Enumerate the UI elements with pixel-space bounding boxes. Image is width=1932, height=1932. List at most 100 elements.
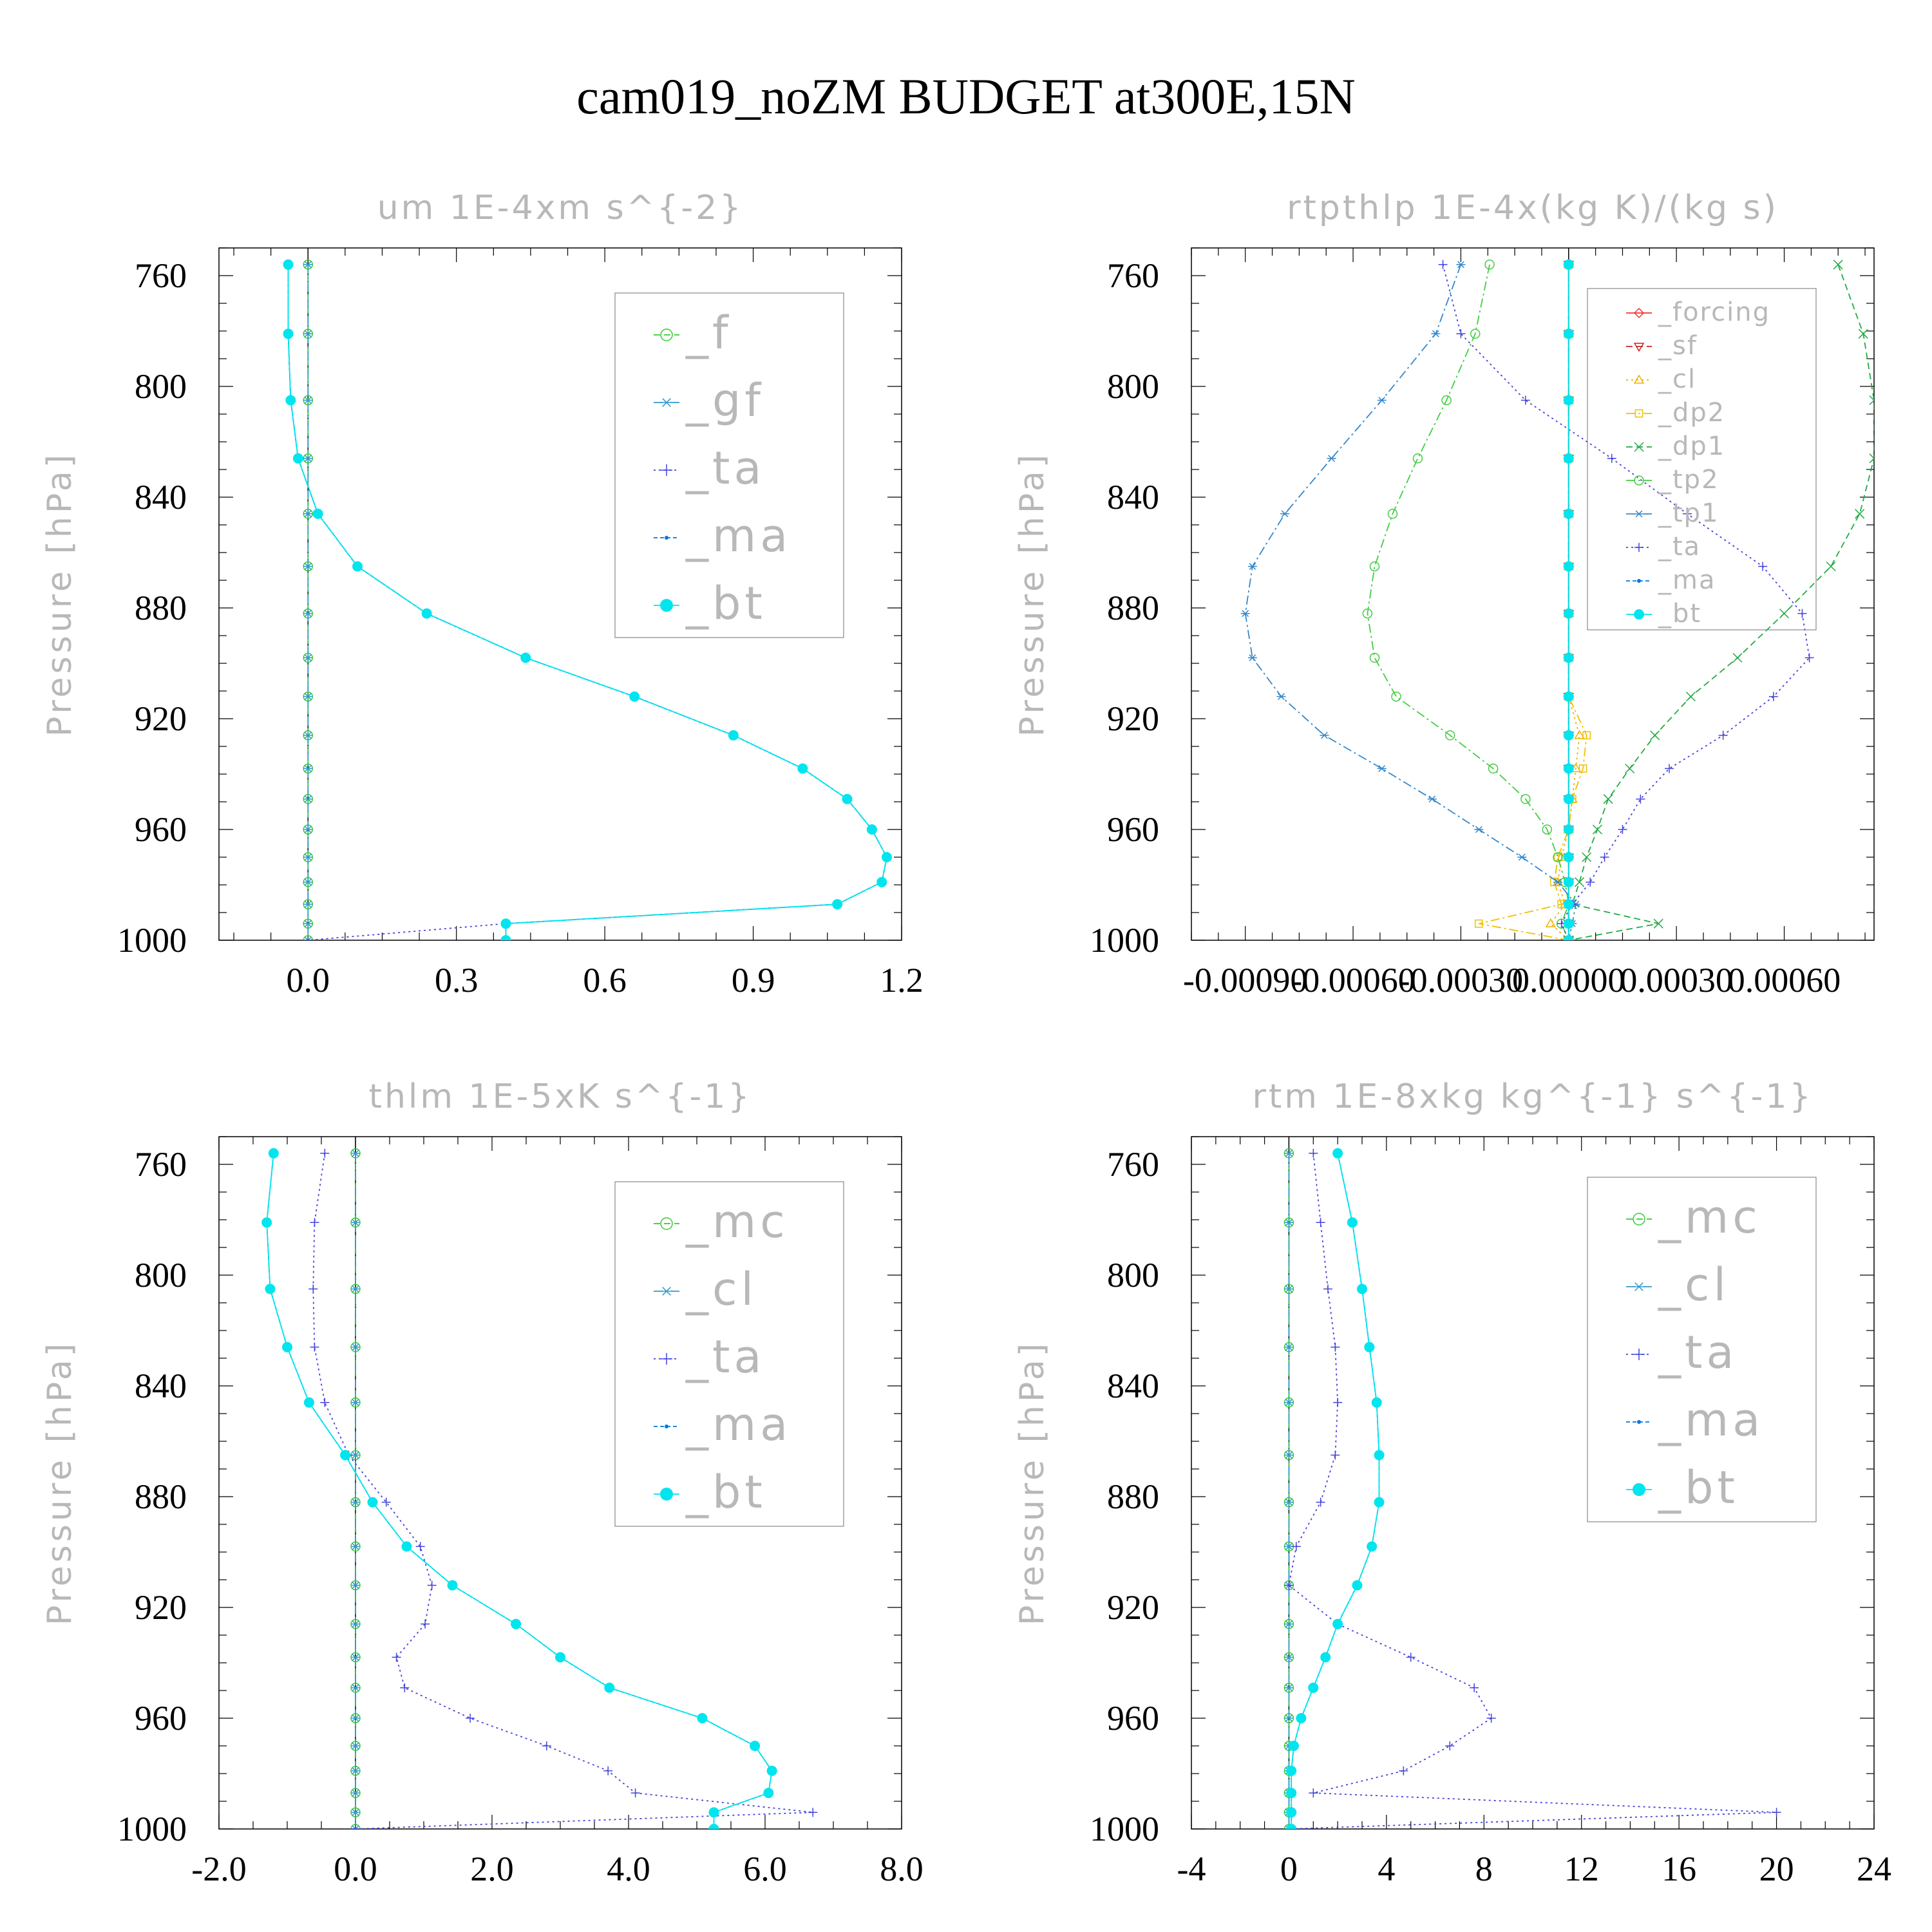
data-point [1291, 1542, 1301, 1551]
series-line [1291, 1153, 1380, 1829]
y-tick-label: 760 [135, 1145, 187, 1184]
series-line [1568, 264, 1874, 940]
data-point [842, 793, 853, 804]
data-point [401, 1541, 412, 1552]
y-tick-label: 880 [135, 589, 187, 627]
x-tick-label: 8.0 [880, 1850, 923, 1888]
data-point [1280, 510, 1290, 518]
data-point [1333, 1397, 1343, 1407]
data-point [351, 1714, 360, 1722]
data-point [1276, 693, 1286, 701]
data-point [351, 1824, 360, 1829]
series-line [1442, 264, 1810, 940]
data-point [1665, 764, 1674, 773]
data-point [303, 261, 313, 269]
data-point [351, 1150, 360, 1157]
data-point [1296, 1713, 1307, 1723]
data-point [1284, 1150, 1294, 1157]
y-tick-label: 960 [135, 810, 187, 849]
data-point [1286, 1824, 1297, 1829]
data-point [1858, 328, 1868, 339]
data-point [1284, 1285, 1294, 1293]
data-point [1284, 1580, 1294, 1590]
data-point [1331, 1342, 1340, 1352]
data-point [447, 1580, 458, 1591]
legend: _mc _cl _ta _ma _bt [614, 1181, 844, 1527]
data-point [1332, 1618, 1343, 1629]
data-point [351, 1620, 360, 1628]
data-point [1592, 824, 1602, 835]
x-tick-label: 6.0 [743, 1850, 787, 1888]
plot-frame [1191, 247, 1875, 941]
data-point [1284, 1343, 1294, 1351]
data-point [351, 1825, 360, 1829]
data-point [1320, 732, 1329, 739]
legend-label: _cl [685, 1263, 757, 1316]
x-tick-label: 12 [1564, 1850, 1599, 1888]
data-point [303, 610, 313, 618]
panel-title: rtm 1E-8xkg kg^{-1} s^{-1} [1252, 1077, 1813, 1116]
x-tick-label: 0.0 [287, 961, 330, 999]
x-tick-label: 0.3 [435, 961, 478, 999]
data-point [285, 395, 296, 406]
data-point [351, 1684, 360, 1692]
series-ta [308, 1148, 818, 1829]
data-point [1316, 1218, 1325, 1227]
data-point [351, 1767, 360, 1775]
data-point [1563, 608, 1574, 619]
data-point [881, 852, 892, 862]
data-point [1779, 609, 1790, 619]
legend-marker [1634, 543, 1643, 552]
data-point [1331, 1450, 1340, 1460]
legend-marker [1634, 475, 1644, 486]
legend-marker [1634, 510, 1643, 518]
data-point [400, 1683, 410, 1692]
series-line [1549, 264, 1580, 940]
data-point [303, 563, 313, 570]
legend-marker [1637, 579, 1641, 583]
data-point [351, 1582, 360, 1589]
data-point [303, 455, 313, 462]
data-point [500, 935, 511, 940]
data-point [1284, 1653, 1294, 1661]
data-point [1520, 395, 1530, 405]
data-point [1374, 1450, 1385, 1461]
y-axis-label: Pressure [hPa] [1013, 451, 1052, 737]
y-tick-label: 800 [1107, 1256, 1159, 1294]
series-line [1244, 264, 1577, 940]
data-point [351, 1542, 360, 1550]
series-tp2 [1362, 260, 1574, 940]
data-point [511, 1618, 522, 1629]
data-point [1470, 1683, 1479, 1692]
y-tick-label: 1000 [1090, 1810, 1159, 1848]
legend-marker [661, 398, 672, 407]
x-tick-label: 2.0 [470, 1850, 514, 1888]
data-point [1364, 1341, 1375, 1352]
legend-marker [1633, 1213, 1645, 1226]
data-point [1347, 1217, 1358, 1228]
y-tick-label: 800 [135, 367, 187, 406]
data-point [392, 1653, 401, 1662]
data-point [1427, 795, 1437, 803]
series-line [312, 1153, 813, 1829]
data-point [1586, 877, 1595, 887]
data-point [310, 1342, 319, 1352]
data-point [1650, 730, 1660, 741]
x-tick-label: 4.0 [607, 1850, 650, 1888]
figure-title: cam019_noZM BUDGET at300E,15N [576, 68, 1356, 124]
data-point [1600, 853, 1609, 862]
data-point [351, 1399, 360, 1406]
data-point [367, 1497, 378, 1508]
data-point [500, 918, 511, 929]
data-point [1240, 610, 1250, 618]
legend-marker [665, 1425, 668, 1428]
x-tick-label: -2.0 [191, 1850, 246, 1888]
data-point [303, 732, 313, 739]
legend-marker [660, 1488, 673, 1501]
legend-marker [660, 328, 673, 341]
data-point [292, 453, 303, 464]
data-point [1367, 1541, 1378, 1552]
data-point [1377, 764, 1387, 772]
data-point [1804, 653, 1814, 663]
